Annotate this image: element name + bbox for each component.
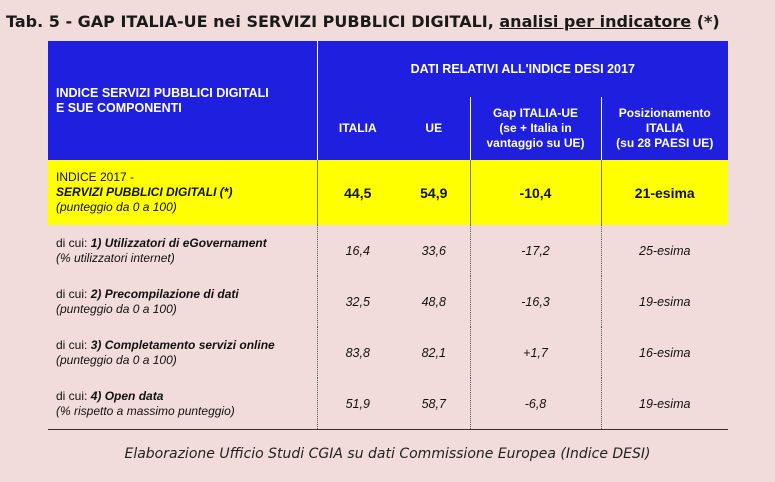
header-gap-l2: (se + Italia in [499,121,572,135]
index-row: INDICE 2017 - SERVIZI PUBBLICI DIGITALI … [48,160,728,225]
title-main: Tab. 5 - GAP ITALIA-UE nei SERVIZI PUBBL… [6,12,500,31]
row-prefix: di cui: [56,286,91,301]
row-prefix: di cui: [56,337,91,352]
row-italia: 16,4 [316,225,398,276]
row-name: 4) Open data [90,388,164,403]
table-row: di cui: 4) Open data (% rispetto a massi… [48,378,728,430]
table-row: di cui: 1) Utilizzatori di eGovernament … [48,225,728,276]
row-italia: 51,9 [316,378,398,430]
row-italia: 32,5 [316,276,398,327]
header-left: INDICE SERVIZI PUBBLICI DIGITALI E SUE C… [48,41,317,160]
header-pos-l3: (su 28 PAESI UE) [616,136,714,150]
header-ue: UE [398,97,470,160]
index-gap: -10,4 [469,160,601,225]
header-position: Posizionamento ITALIA (su 28 PAESI UE) [600,97,728,160]
row-ue: 48,8 [421,294,446,309]
desi-table: INDICE SERVIZI PUBBLICI DIGITALI E SUE C… [48,41,728,430]
header-gap-l3: vantaggio su UE) [486,136,585,150]
row-gap: -16,3 [469,276,601,327]
table-row: di cui: 2) Precompilazione di dati (punt… [48,276,728,327]
index-ue: 54,9 [398,160,470,225]
row-ue: 82,1 [421,345,446,360]
title-underlined: analisi per indicatore [499,12,692,31]
row-gap: -6,8 [469,378,601,430]
index-label-l3: (punteggio da 0 a 100) [56,200,177,214]
row-name: 2) Precompilazione di dati [90,286,239,301]
row-sub: (% rispetto a massimo punteggio) [56,403,235,418]
source-note: Elaborazione Ufficio Studi CGIA su dati … [124,446,651,462]
index-position: 21-esima [600,160,728,225]
row-prefix: di cui: [56,388,91,403]
header-left-line2: E SUE COMPONENTI [56,100,182,115]
row-position: 19-esima [600,378,728,430]
row-label: di cui: 3) Completamento servizi online … [48,327,317,378]
index-label-l2: SERVIZI PUBBLICI DIGITALI (*) [56,185,233,199]
index-label: INDICE 2017 - SERVIZI PUBBLICI DIGITALI … [48,160,317,225]
row-label: di cui: 4) Open data (% rispetto a massi… [48,378,317,430]
header-gap-l1: Gap ITALIA-UE [492,106,579,120]
row-position: 16-esima [600,327,728,378]
row-prefix: di cui: [56,235,91,250]
index-label-l1: INDICE 2017 - [56,170,135,184]
row-position: 25-esima [600,225,728,276]
row-name: 3) Completamento servizi online [90,337,275,352]
row-gap: -17,2 [469,225,601,276]
header-gap: Gap ITALIA-UE (se + Italia in vantaggio … [469,97,601,160]
row-label: di cui: 1) Utilizzatori di eGovernament … [48,225,317,276]
header-pos-l1: Posizionamento [618,106,711,120]
table-title: Tab. 5 - GAP ITALIA-UE nei SERVIZI PUBBL… [6,12,720,31]
row-gap: +1,7 [469,327,601,378]
row-sub: (punteggio da 0 a 100) [56,352,177,367]
index-italia: 44,5 [316,160,398,225]
header-left-line1: INDICE SERVIZI PUBBLICI DIGITALI [56,85,269,100]
row-ue: 33,6 [421,243,446,258]
title-suffix: (*) [691,12,720,31]
header-pos-l2: ITALIA [645,121,684,135]
row-sub: (punteggio da 0 a 100) [56,301,177,316]
table-row: di cui: 3) Completamento servizi online … [48,327,728,378]
row-position: 19-esima [600,276,728,327]
row-ue: 58,7 [398,378,470,430]
row-name: 1) Utilizzatori di eGovernament [90,235,267,250]
row-label: di cui: 2) Precompilazione di dati (punt… [48,276,317,327]
row-sub: (% utilizzatori internet) [56,250,175,265]
row-italia: 83,8 [316,327,398,378]
header-italia: ITALIA [316,97,398,160]
header-top: DATI RELATIVI ALL'INDICE DESI 2017 [316,41,728,97]
